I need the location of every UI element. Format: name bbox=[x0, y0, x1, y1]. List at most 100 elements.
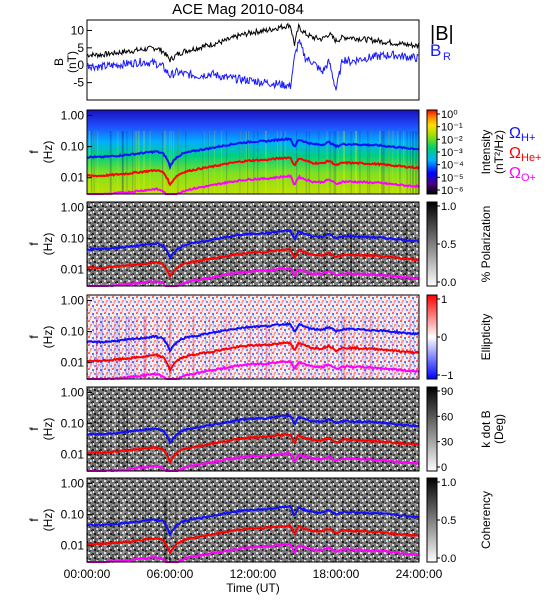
spectrogram-streak bbox=[87, 223, 89, 286]
spectrogram-streak bbox=[391, 316, 393, 379]
spectrogram-streak bbox=[335, 499, 337, 562]
spectrogram-streak bbox=[334, 131, 337, 194]
gyro-legend-symbol: Ω bbox=[509, 165, 521, 182]
spectrogram-streak bbox=[93, 131, 95, 194]
spectrogram-streak bbox=[215, 499, 217, 562]
gyrofrequency-line-H bbox=[86, 504, 420, 538]
colorbar-tick-label: 10⁻⁴ bbox=[441, 160, 464, 172]
spectrogram-streak bbox=[254, 408, 257, 471]
spectrogram-streak bbox=[199, 408, 201, 471]
spectrogram-streak bbox=[132, 131, 134, 194]
spectrogram-streak bbox=[262, 499, 264, 562]
spectrogram-streak bbox=[135, 131, 137, 194]
spectrogram-streak bbox=[289, 223, 291, 286]
spectrogram-streak bbox=[280, 131, 282, 194]
spectrogram-streak bbox=[109, 131, 111, 194]
spec-y-label: f bbox=[27, 335, 41, 339]
spectrogram-streak bbox=[208, 131, 210, 194]
spectrogram-streak bbox=[388, 131, 391, 194]
spec-y-tick-label: 0.01 bbox=[61, 539, 85, 553]
spectrogram-streak bbox=[360, 408, 362, 471]
colorbar-label: % Polarization bbox=[479, 206, 493, 283]
colorbar-tick-label: 60 bbox=[441, 411, 453, 423]
gyro-legend-symbol: Ω bbox=[509, 125, 521, 142]
spectrogram-streak bbox=[298, 499, 300, 562]
spectrogram-streak bbox=[250, 499, 252, 562]
colorbar-kdotb bbox=[426, 386, 438, 472]
spectrogram-streak bbox=[96, 223, 98, 286]
spectrogram-streak bbox=[117, 131, 119, 194]
spectrogram-streak bbox=[92, 408, 94, 471]
spectrogram-streak bbox=[169, 316, 171, 379]
spectrogram-streak bbox=[305, 131, 307, 194]
gyrofrequency-line-O bbox=[87, 173, 420, 196]
x-axis: 00:00:00 06:00:00 12:00:00 18:00:00 24:00:00… bbox=[64, 557, 443, 595]
spectrogram-streak bbox=[243, 499, 245, 562]
spectrogram-streak bbox=[162, 131, 164, 194]
spectrogram-streak bbox=[179, 408, 182, 471]
spectrogram-streak bbox=[383, 131, 385, 194]
spectrogram-streak bbox=[228, 316, 230, 379]
spectrogram-streak bbox=[274, 499, 276, 562]
spectrogram-streak bbox=[143, 316, 145, 379]
spectrogram-streak bbox=[164, 499, 166, 562]
spectrogram-streak bbox=[265, 499, 267, 562]
gyrofrequency-line-H bbox=[86, 413, 420, 445]
spectrogram-streak bbox=[251, 499, 253, 562]
spectrogram-streak bbox=[145, 316, 147, 379]
spectrogram-streak bbox=[141, 223, 143, 286]
spectrogram-streak bbox=[115, 316, 117, 379]
spectrogram-streak bbox=[268, 316, 270, 379]
series-line-BR bbox=[86, 39, 420, 91]
spectrogram-streak bbox=[360, 223, 362, 286]
spectrogram-streak bbox=[111, 499, 113, 562]
colorbar-unit: (nT²/Hz) bbox=[492, 130, 506, 174]
spectrogram-streak bbox=[288, 499, 290, 562]
spectrogram-streak bbox=[95, 499, 97, 562]
spec-y-label: f bbox=[27, 518, 41, 522]
spectrogram-streak bbox=[101, 316, 103, 379]
spectrogram-streak bbox=[261, 316, 263, 379]
spectrogram-streak bbox=[203, 131, 205, 194]
field-y-tick-label: 10 bbox=[71, 23, 85, 37]
spectrogram-streak bbox=[409, 316, 411, 379]
spectrogram-streak bbox=[137, 131, 139, 194]
spectrogram-streak bbox=[210, 499, 212, 562]
spectrogram-streak bbox=[122, 223, 124, 286]
spectrogram-streak bbox=[299, 408, 301, 471]
spectrogram-streak bbox=[164, 499, 166, 562]
spectrogram-streak bbox=[417, 316, 419, 379]
spec-y-unit: (Hz) bbox=[41, 326, 55, 349]
spectrogram-streak bbox=[176, 408, 179, 471]
colorbar-tick-label: 0.0 bbox=[441, 277, 456, 289]
spectrogram-streak bbox=[320, 408, 322, 471]
spectrogram-streak bbox=[202, 408, 204, 471]
spectrogram-streak bbox=[192, 316, 194, 379]
spectrogram-streak bbox=[177, 131, 179, 194]
gyrofrequency-line-He bbox=[86, 523, 420, 555]
field-plot-frame bbox=[86, 19, 420, 101]
spectrogram-streak bbox=[248, 408, 250, 471]
spectrogram-streak bbox=[133, 131, 135, 194]
spec-y-tick-label: 0.10 bbox=[61, 232, 85, 246]
spectrogram-streak bbox=[185, 131, 187, 194]
spectrogram-streak bbox=[144, 316, 146, 379]
spectrogram-streak bbox=[405, 223, 407, 286]
x-tick-label: 24:00:00 bbox=[396, 567, 443, 581]
spectrogram-streak bbox=[388, 223, 390, 286]
x-tick-label: 12:00:00 bbox=[230, 567, 277, 581]
spectrogram-streak bbox=[143, 408, 145, 471]
spectrogram-streak bbox=[265, 316, 267, 379]
spectrogram-streak bbox=[300, 408, 302, 471]
spectrogram-streak bbox=[406, 131, 408, 194]
spectrogram-streak bbox=[413, 223, 416, 286]
spectrogram-streak bbox=[299, 316, 301, 379]
spectrogram-streak bbox=[216, 223, 218, 286]
spectrogram-streak bbox=[93, 131, 95, 194]
spectrogram-streak bbox=[138, 131, 140, 194]
spectrogram-streak bbox=[123, 223, 125, 286]
spectrogram-streak bbox=[112, 499, 114, 562]
spectrogram-streak bbox=[338, 499, 340, 562]
spectrogram-panel-polarization: 1.00 0.10 0.01 f (Hz) 1.0 0.5 0.0 % Polarization bbox=[27, 200, 493, 289]
spectrogram-streak bbox=[372, 408, 374, 471]
